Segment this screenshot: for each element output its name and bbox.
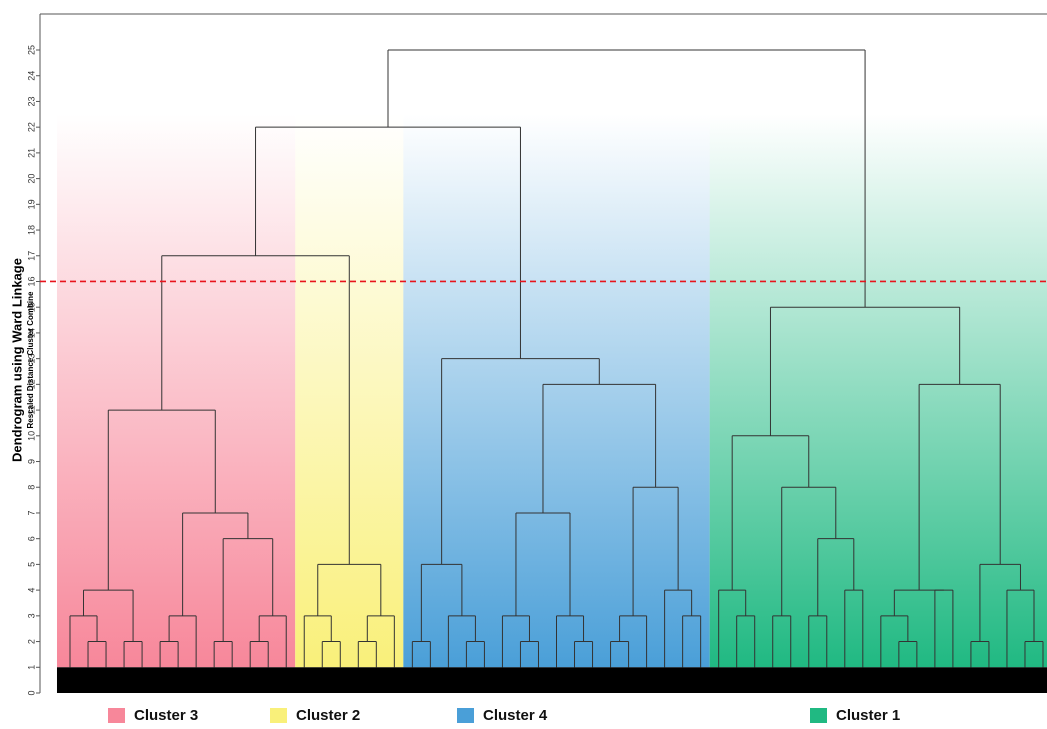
y-tick-label: 18 bbox=[26, 225, 36, 235]
legend-swatch bbox=[810, 708, 827, 723]
cluster-bands bbox=[56, 114, 1047, 668]
legend: Cluster 3 Cluster 2 Cluster 4 Cluster 1 bbox=[108, 707, 900, 724]
y-tick-label: 2 bbox=[26, 639, 36, 644]
y-tick-label: 16 bbox=[26, 276, 36, 286]
leaf-base bbox=[56, 667, 1047, 693]
legend-swatch bbox=[457, 708, 474, 723]
y-tick-label: 21 bbox=[26, 148, 36, 158]
y-tick-label: 1 bbox=[26, 665, 36, 670]
y-tick-label: 5 bbox=[26, 562, 36, 567]
y-axis-label: Rescaled Distance Cluster Combine bbox=[26, 291, 35, 428]
y-tick-label: 17 bbox=[26, 251, 36, 261]
legend-label: Cluster 4 bbox=[483, 707, 548, 724]
legend-swatch bbox=[108, 708, 125, 723]
legend-label: Cluster 2 bbox=[296, 707, 360, 724]
cluster-band bbox=[403, 114, 710, 668]
y-tick-label: 4 bbox=[26, 588, 36, 593]
y-tick-label: 11 bbox=[26, 405, 36, 414]
legend-swatch bbox=[270, 708, 287, 723]
y-tick-label: 14 bbox=[26, 328, 36, 338]
y-tick-label: 10 bbox=[26, 431, 36, 441]
y-tick-label: 0 bbox=[26, 690, 36, 695]
title: Dendrogram using Ward Linkage bbox=[9, 258, 24, 462]
y-tick-label: 24 bbox=[26, 71, 36, 81]
legend-label: Cluster 1 bbox=[836, 707, 900, 724]
legend-label: Cluster 3 bbox=[134, 707, 198, 724]
y-tick-label: 7 bbox=[26, 510, 36, 515]
axis: 0123456789101112131415161718192021222324… bbox=[26, 13, 1047, 696]
y-tick-label: 25 bbox=[26, 45, 36, 55]
y-tick-label: 8 bbox=[26, 485, 36, 490]
y-tick-label: 15 bbox=[26, 302, 36, 312]
y-tick-label: 9 bbox=[26, 459, 36, 464]
y-tick-label: 6 bbox=[26, 536, 36, 541]
y-tick-label: 19 bbox=[26, 199, 36, 209]
y-tick-label: 22 bbox=[26, 122, 36, 132]
cluster-band bbox=[709, 114, 1047, 668]
dendrogram-links bbox=[40, 49, 1047, 693]
y-tick-label: 3 bbox=[26, 613, 36, 618]
y-tick-label: 23 bbox=[26, 96, 36, 106]
y-tick-label: 20 bbox=[26, 174, 36, 184]
y-tick-label: 13 bbox=[26, 354, 36, 364]
cluster-band bbox=[56, 114, 296, 668]
y-tick-label: 12 bbox=[26, 379, 36, 389]
